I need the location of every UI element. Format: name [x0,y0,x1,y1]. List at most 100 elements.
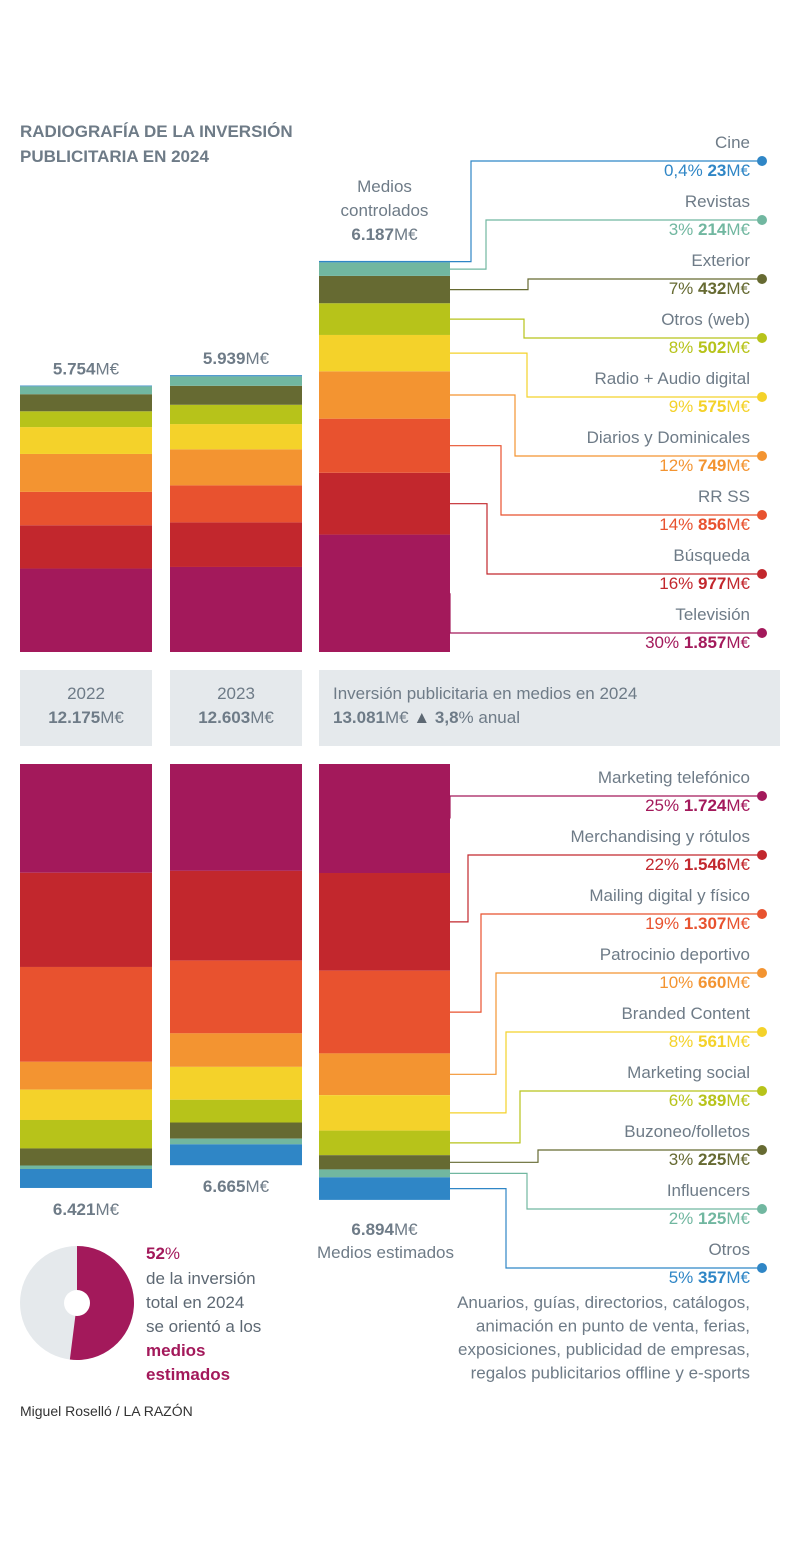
bar-segment-diarios-y-dominicales-2022 [20,453,152,492]
year-total-2024: 13.081M€ ▲ 3,8% anual [333,708,520,727]
bar-segment-marketing-social-2024 [319,1130,450,1156]
top-legend: 5.754M€ 5.939M€ Medios controlados 6.187M€ Ci… [53,133,767,652]
legend-connector [450,1031,762,1114]
legend-dot [757,274,767,284]
bar-segment-marketing-social-2023 [170,1099,302,1123]
otros-note: Anuarios, guías, directorios, catálogos,… [457,1293,750,1383]
legend-connector [450,1090,762,1144]
legend-dot [757,156,767,166]
bar-segment-merchandising-y-rótulos-2022 [20,872,152,967]
bar-segment-patrocinio-deportivo-2022 [20,1061,152,1090]
credit: Miguel Roselló / LA RAZÓN [20,1403,193,1419]
bar-segment-mailing-digital-y-físico-2024 [319,970,450,1054]
bar-segment-otros-2023 [170,1144,302,1166]
bar-total-label: 6.421M€ [53,1200,120,1219]
bar-total-label: 5.939M€ [203,349,270,368]
note-line: Anuarios, guías, directorios, catálogos, [457,1293,750,1312]
bar-segment-radio-audio-digital-2024 [319,334,450,372]
legend-value: 30% 1.857M€ [645,633,750,652]
credit-text: Miguel Roselló / LA RAZÓN [20,1403,193,1419]
bar-segment-branded-content-2022 [20,1089,152,1120]
legend-connector [450,1172,762,1210]
bar-segment-buzoneo-folletos-2023 [170,1122,302,1139]
bar-segment-otros-2024 [319,1177,450,1200]
legend-value: 8% 502M€ [669,338,751,357]
pie-text-line: total en 2024 [146,1293,244,1312]
legend-name: Cine [715,133,750,152]
legend-name: Búsqueda [673,546,750,565]
bar-segment-búsqueda-2022 [20,525,152,569]
legend-dot [757,850,767,860]
legend-value: 5% 357M€ [669,1268,751,1287]
legend-connector [450,278,762,291]
bar-segment-marketing-social-2022 [20,1119,152,1149]
legend-connector [450,503,762,575]
bar-segment-diarios-y-dominicales-2024 [319,371,450,419]
bar-segment-diarios-y-dominicales-2023 [170,449,302,486]
bar-segment-revistas-2024 [319,262,450,276]
bottom-legend-connectors [449,795,762,1269]
bar-segment-branded-content-2023 [170,1066,302,1100]
legend-name: Branded Content [621,1004,750,1023]
pie-emph-line: medios [146,1341,206,1360]
note-line: exposiciones, publicidad de empresas, [458,1340,750,1359]
bar-segment-rr-ss-2023 [170,485,302,523]
bar-segment-marketing-telefónico-2023 [170,764,302,871]
legend-dot [757,510,767,520]
bar-segment-rr-ss-2024 [319,418,450,473]
bar-segment-búsqueda-2023 [170,522,302,567]
legend-dot [757,569,767,579]
bar-segment-otros-web--2022 [20,411,152,428]
bar-segment-exterior-2024 [319,275,450,304]
bar-segment-marketing-telefónico-2024 [319,764,450,874]
legend-name: Diarios y Dominicales [587,428,750,447]
bar-segment-merchandising-y-rótulos-2023 [170,870,302,961]
legend-connector [450,219,762,270]
legend-connector [450,1187,762,1269]
legend-name: Exterior [691,251,750,270]
legend-name: Otros (web) [661,310,750,329]
legend-dot [757,333,767,343]
bar-total-label: 6.665M€ [203,1177,270,1196]
legend-value: 0,4% 23M€ [664,161,751,180]
bar-segment-revistas-2023 [170,376,302,386]
legend-name: Radio + Audio digital [595,369,750,388]
bar-segment-buzoneo-folletos-2024 [319,1155,450,1170]
legend-value: 10% 660M€ [659,973,750,992]
bar-segment-patrocinio-deportivo-2023 [170,1033,302,1067]
legend-name: Merchandising y rótulos [570,827,750,846]
legend-dot [757,628,767,638]
top-header-total: 6.187M€ [351,225,418,244]
legend-connector [449,795,762,819]
title-line: RADIOGRAFÍA DE LA INVERSIÓN [20,122,293,141]
year-box-2023 [170,670,302,746]
top-header-line: controlados [341,201,429,220]
legend-dot [757,1263,767,1273]
legend-name: Patrocinio deportivo [600,945,750,964]
legend-value: 19% 1.307M€ [645,914,750,933]
legend-name: Marketing social [627,1063,750,1082]
legend-name: Buzoneo/folletos [624,1122,750,1141]
bar-segment-influencers-2024 [319,1169,450,1178]
year-label-2022: 2022 [67,684,105,703]
legend-dot [757,1086,767,1096]
bar-segment-radio-audio-digital-2022 [20,427,152,454]
bar-total-label: 5.754M€ [53,360,120,379]
bottom-footer-total: 6.894M€ [351,1220,418,1239]
chart-title: RADIOGRAFÍA DE LA INVERSIÓN PUBLICITARIA … [20,122,293,166]
pie-summary: 52% de la inversión total en 2024 se orient… [20,1244,261,1384]
legend-dot [757,1027,767,1037]
pie-text-line: se orientó a los [146,1317,261,1336]
yearly-totals-band: 2022 12.175M€ 2023 12.603M€ Inversión public… [20,670,780,746]
bar-segment-merchandising-y-rótulos-2024 [319,873,450,971]
legend-value: 12% 749M€ [659,456,750,475]
year-box-2024 [319,670,780,746]
legend-value: 7% 432M€ [669,279,751,298]
legend-connector [450,445,762,516]
bar-segment-mailing-digital-y-físico-2022 [20,966,152,1062]
legend-dot [757,968,767,978]
legend-connector [450,972,762,1075]
year-total-2023: 12.603M€ [198,708,274,727]
legend-value: 22% 1.546M€ [645,855,750,874]
